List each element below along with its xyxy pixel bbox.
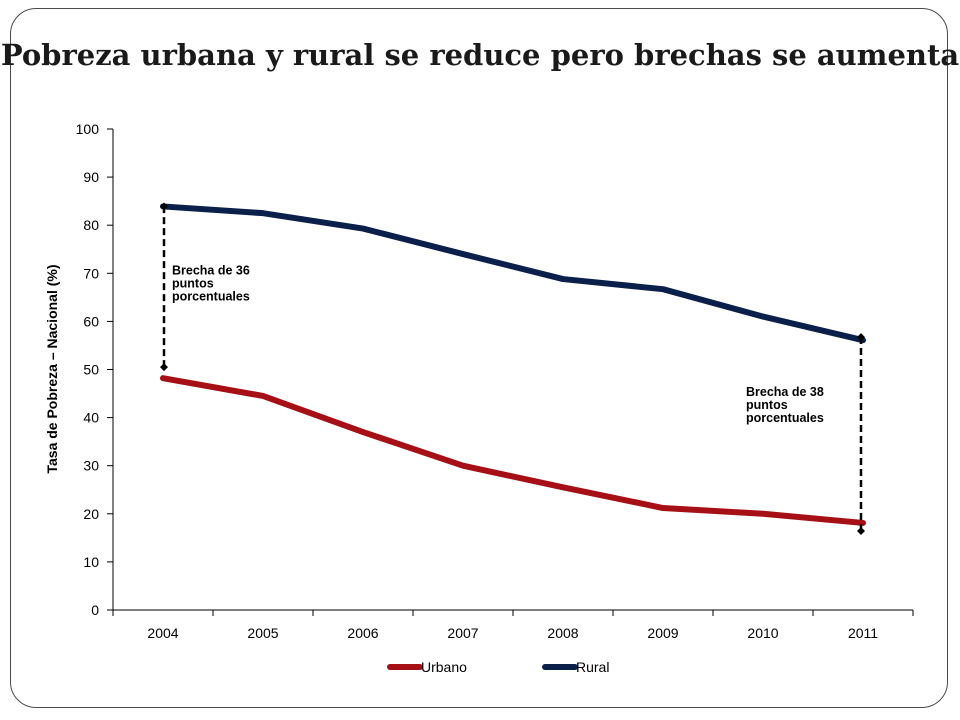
x-tick-label: 2010 [747,625,778,641]
x-tick-label: 2006 [347,625,378,641]
y-tick-label: 10 [83,554,99,570]
y-tick-label: 40 [83,410,99,426]
y-tick-label: 80 [83,217,99,233]
y-axis-label: Tasa de Pobreza – Nacional (%) [44,264,60,473]
gap-marker [160,363,168,372]
gap-annotation-line: puntos [172,277,214,291]
y-tick-label: 60 [83,313,99,329]
gap-marker [160,202,168,211]
gap-annotation-line: porcentuales [172,290,250,304]
x-axis: 2004 2005 2006 2007 2008 2009 2010 2011 [112,609,914,641]
x-tick-label: 2008 [547,625,578,641]
gap-annotation-line: Brecha de 36 [172,264,250,278]
series-line-rural [160,203,866,344]
y-tick-label: 0 [91,602,99,618]
slide-frame [10,8,948,708]
gap-annotation-text: Brecha de 38 puntos porcentuales [746,385,824,425]
gap-annotation-line: Brecha de 38 [746,385,824,399]
x-tick-label: 2004 [147,625,178,641]
y-tick-label: 30 [83,458,99,474]
x-tick-label: 2007 [447,625,478,641]
y-tick-label: 100 [76,121,100,137]
y-axis: 0 10 20 30 40 50 60 70 80 90 100 [76,121,114,618]
y-tick-label: 90 [83,169,99,185]
page-title: Pobreza urbana y rural se reduce pero br… [0,38,960,72]
x-tick-label: 2009 [647,625,678,641]
y-tick-label: 70 [83,265,99,281]
series-line-urbano [160,375,866,526]
gap-annotation-line: porcentuales [746,411,824,425]
x-tick-label: 2005 [247,625,278,641]
gap-marker [857,333,865,342]
y-tick-label: 50 [83,362,99,378]
series-lines [160,203,866,526]
x-tick-label: 2011 [848,625,878,641]
y-tick-label: 20 [83,506,99,522]
gap-marker [857,526,865,535]
gap-annotation-line: puntos [746,398,788,412]
legend: Urbano Rural [387,659,609,675]
legend-label-rural: Rural [576,659,609,675]
legend-label-urbano: Urbano [421,659,467,675]
gap-annotation-text: Brecha de 36 puntos porcentuales [172,264,250,304]
